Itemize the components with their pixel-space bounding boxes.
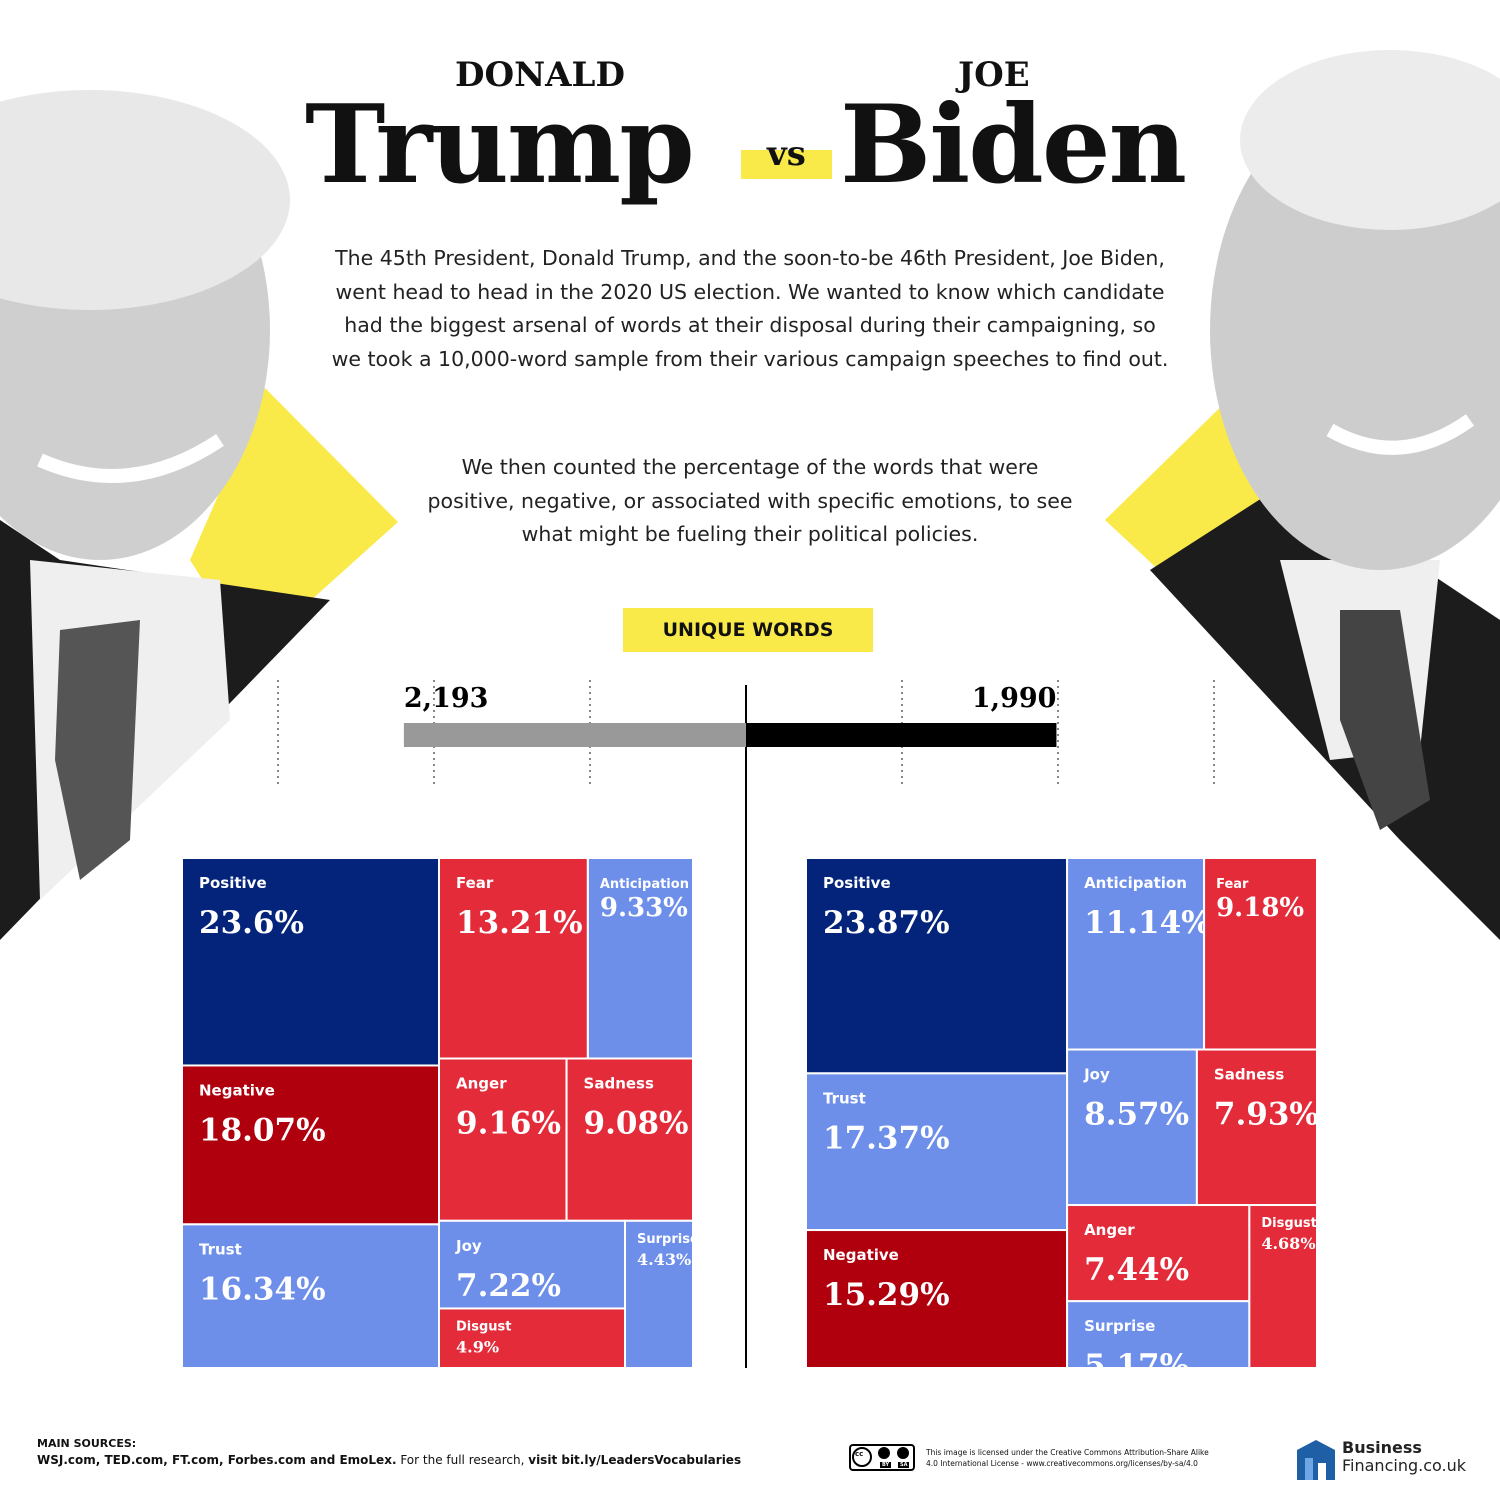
- cell-label: Fear: [456, 874, 494, 892]
- cell-value: 17.37%: [823, 1120, 950, 1156]
- cell-label: Negative: [199, 1081, 275, 1099]
- cell-value: 8.57%: [1084, 1097, 1189, 1133]
- treemap-cell: [1066, 1300, 1251, 1369]
- cell-label: Surprise: [1084, 1317, 1155, 1335]
- treemap-cell: [438, 1219, 627, 1310]
- cell-value: 15.29%: [823, 1277, 950, 1313]
- cell-label: Negative: [823, 1246, 899, 1264]
- cell-label: Trust: [823, 1089, 866, 1107]
- first-name: JOE: [958, 55, 1030, 95]
- cell-label: Sadness: [584, 1075, 654, 1093]
- cell-value: 9.16%: [456, 1106, 561, 1142]
- cell-value: 5.17%: [1084, 1348, 1189, 1384]
- biden-photo: [1150, 50, 1500, 940]
- brand-name: Business: [1342, 1438, 1422, 1457]
- cell-value: 7.22%: [456, 1268, 561, 1304]
- cell-label: Joy: [1083, 1066, 1110, 1084]
- cell-label: Positive: [199, 874, 267, 892]
- cell-value: 4.43%: [637, 1250, 691, 1269]
- cell-value: 4.9%: [456, 1337, 499, 1356]
- cell-label: Anticipation: [600, 877, 689, 892]
- cell-label: Anger: [456, 1075, 507, 1093]
- cell-label: Fear: [1216, 877, 1249, 892]
- cc-sa: SA: [898, 1462, 910, 1468]
- intro-text: The 45th President, Donald Trump, and th…: [331, 246, 1169, 371]
- value-label: 2,193: [404, 683, 489, 714]
- cell-label: Positive: [823, 874, 891, 892]
- charts: 2,193 1,990 Positive 23.6% Negative 18.07% Tru…: [181, 680, 1319, 1384]
- treemap-cell: [805, 857, 1069, 1075]
- brand-domain: Financing.co.uk: [1342, 1456, 1466, 1475]
- treemap-cell: [181, 857, 441, 1067]
- cell-value: 9.33%: [600, 893, 688, 923]
- brand-logo: [1297, 1440, 1335, 1480]
- first-name: DONALD: [455, 55, 625, 95]
- cell-value: 18.07%: [199, 1112, 326, 1148]
- cell-value: 13.21%: [456, 905, 583, 941]
- sources: WSJ.com, TED.com, FT.com, Forbes.com and…: [37, 1453, 741, 1467]
- cc-label: cc: [855, 1450, 864, 1458]
- cell-label: Anticipation: [1084, 874, 1187, 892]
- cc-by: BY: [880, 1462, 892, 1468]
- treemap-cell: [1066, 857, 1206, 1051]
- bar: [746, 723, 1057, 747]
- cell-value: 9.18%: [1216, 893, 1304, 923]
- cell-label: Disgust: [1261, 1216, 1317, 1231]
- research-text: For the full research,: [396, 1453, 529, 1467]
- treemap-cell: [181, 1064, 441, 1226]
- cell-value: 4.68%: [1261, 1234, 1315, 1253]
- treemap-cell: [805, 1229, 1069, 1370]
- cell-label: Surprise: [637, 1232, 699, 1247]
- treemap-cell: [805, 1072, 1069, 1232]
- value-label: 1,990: [972, 683, 1057, 714]
- cell-value: 23.87%: [823, 905, 950, 941]
- cell-value: 7.44%: [1084, 1252, 1189, 1288]
- cell-value: 7.93%: [1214, 1097, 1319, 1133]
- cell-value: 9.08%: [584, 1106, 689, 1142]
- cell-label: Trust: [199, 1240, 242, 1258]
- treemap-cell: [1066, 1048, 1198, 1207]
- chart-title: UNIQUE WORDS: [623, 608, 873, 652]
- vs-label: vs: [741, 137, 832, 179]
- cell-value: 16.34%: [199, 1271, 326, 1307]
- intro-text: We then counted the percentage of the wo…: [427, 455, 1073, 546]
- treemap-cell: [1248, 1204, 1318, 1369]
- sources-list: WSJ.com, TED.com, FT.com, Forbes.com and…: [37, 1453, 397, 1467]
- cell-label: Anger: [1084, 1221, 1135, 1239]
- cell-label: Disgust: [456, 1319, 512, 1334]
- treemap-cell: [565, 1057, 695, 1222]
- research-link: visit bit.ly/LeadersVocabularies: [528, 1453, 742, 1467]
- treemap-cell: [438, 1057, 568, 1222]
- cell-value: 11.14%: [1084, 905, 1211, 941]
- treemap-cell: [1195, 1048, 1318, 1207]
- last-name: Biden: [840, 82, 1187, 208]
- treemap-cell: [1203, 857, 1318, 1051]
- treemap-cell: [624, 1219, 694, 1370]
- cell-value: 23.6%: [199, 905, 304, 941]
- license: This image is licensed under the Creativ…: [926, 1448, 1209, 1468]
- treemap-cell: [438, 857, 589, 1060]
- treemap-cell: [586, 857, 694, 1060]
- last-name: Trump: [305, 82, 695, 208]
- trump-photo: [0, 90, 330, 940]
- sources-title: MAIN SOURCES:: [37, 1437, 137, 1450]
- cell-label: Sadness: [1214, 1066, 1284, 1084]
- bar: [403, 723, 746, 747]
- cell-label: Joy: [455, 1237, 482, 1255]
- vs-text: vs: [767, 134, 806, 174]
